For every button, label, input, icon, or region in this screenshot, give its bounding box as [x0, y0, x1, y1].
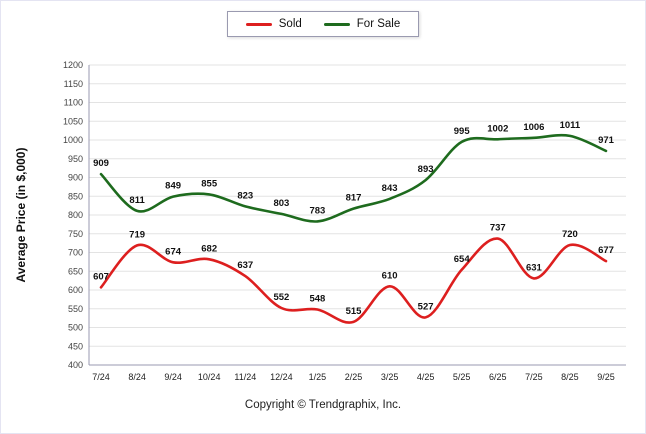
data-label-for-sale: 843 — [382, 183, 398, 194]
data-label-for-sale: 817 — [346, 193, 362, 204]
series-line-for-sale — [99, 133, 608, 223]
data-label-sold: 607 — [93, 271, 109, 282]
data-label-sold: 654 — [454, 254, 471, 265]
x-tick-label: 2/25 — [345, 372, 363, 382]
data-label-for-sale: 1002 — [487, 123, 508, 134]
legend-label: Sold — [278, 18, 302, 30]
y-tick-label: 1050 — [63, 116, 83, 126]
legend-item-sold: Sold — [245, 18, 302, 30]
copyright-text: Copyright © Trendgraphix, Inc. — [244, 399, 402, 411]
x-tick-label: 11/24 — [234, 372, 256, 382]
data-label-for-sale: 783 — [309, 205, 325, 216]
legend-line-sold — [245, 22, 272, 26]
x-tick-label: 12/24 — [270, 372, 293, 382]
x-tick-label: 9/24 — [164, 372, 182, 382]
chart-legend: Sold For Sale — [226, 11, 420, 37]
legend-container: Sold For Sale — [1, 11, 645, 37]
y-tick-label: 900 — [68, 173, 83, 183]
x-tick-label: 7/24 — [92, 372, 110, 382]
data-label-sold: 515 — [346, 306, 363, 317]
data-label-for-sale: 849 — [165, 181, 181, 192]
y-tick-label: 600 — [68, 285, 83, 295]
y-tick-label: 850 — [68, 191, 83, 201]
y-tick-label: 550 — [68, 304, 83, 314]
data-label-sold: 552 — [273, 292, 289, 303]
x-tick-label: 1/25 — [309, 372, 327, 382]
y-tick-label: 750 — [68, 229, 83, 239]
x-tick-label: 5/25 — [453, 372, 471, 382]
x-tick-label: 7/25 — [525, 372, 543, 382]
data-label-for-sale: 995 — [454, 126, 471, 137]
x-tick-label: 4/25 — [417, 372, 435, 382]
x-tick-label: 3/25 — [381, 372, 399, 382]
y-tick-label: 800 — [68, 210, 83, 220]
data-label-for-sale: 893 — [418, 164, 434, 175]
data-label-sold: 631 — [526, 262, 543, 273]
y-tick-label: 500 — [68, 323, 83, 333]
x-tick-label: 10/24 — [198, 372, 221, 382]
x-tick-label: 8/24 — [128, 372, 146, 382]
data-label-sold: 637 — [237, 260, 253, 271]
x-tick-label: 6/25 — [489, 372, 507, 382]
data-label-sold: 737 — [490, 223, 506, 234]
data-label-sold: 527 — [418, 301, 434, 312]
legend-line-for-sale — [323, 22, 350, 26]
data-label-for-sale: 1011 — [560, 120, 581, 131]
data-label-sold: 548 — [309, 294, 325, 305]
x-tick-label: 8/25 — [561, 372, 579, 382]
legend-item-for-sale: For Sale — [323, 18, 401, 30]
data-label-sold: 720 — [562, 229, 578, 240]
legend-label: For Sale — [356, 18, 401, 30]
y-tick-label: 450 — [68, 341, 83, 351]
data-label-sold: 719 — [129, 229, 145, 240]
data-label-for-sale: 971 — [598, 135, 615, 146]
data-label-for-sale: 909 — [93, 158, 109, 169]
data-label-for-sale: 811 — [129, 195, 145, 206]
data-label-for-sale: 1006 — [523, 122, 544, 133]
line-chart: 400 450 500 550 600 650 700 750 800 850 900 950 1000… — [63, 60, 626, 382]
data-label-sold: 682 — [201, 243, 217, 254]
y-tick-label: 400 — [68, 360, 83, 370]
y-tick-label: 700 — [68, 248, 83, 258]
data-label-sold: 674 — [165, 246, 182, 257]
data-label-for-sale: 823 — [237, 190, 253, 201]
data-label-sold: 610 — [382, 270, 398, 281]
data-label-sold: 677 — [598, 245, 614, 256]
data-label-for-sale: 803 — [273, 198, 289, 209]
y-tick-label: 1200 — [63, 60, 83, 70]
y-tick-label: 1150 — [64, 79, 83, 89]
y-tick-label: 1000 — [63, 135, 83, 145]
y-tick-label: 950 — [68, 154, 83, 164]
x-tick-label: 9/25 — [597, 372, 615, 382]
y-tick-label: 650 — [68, 266, 83, 276]
data-label-for-sale: 855 — [201, 178, 218, 189]
y-tick-label: 1100 — [64, 98, 83, 108]
series-line-sold — [99, 237, 608, 324]
